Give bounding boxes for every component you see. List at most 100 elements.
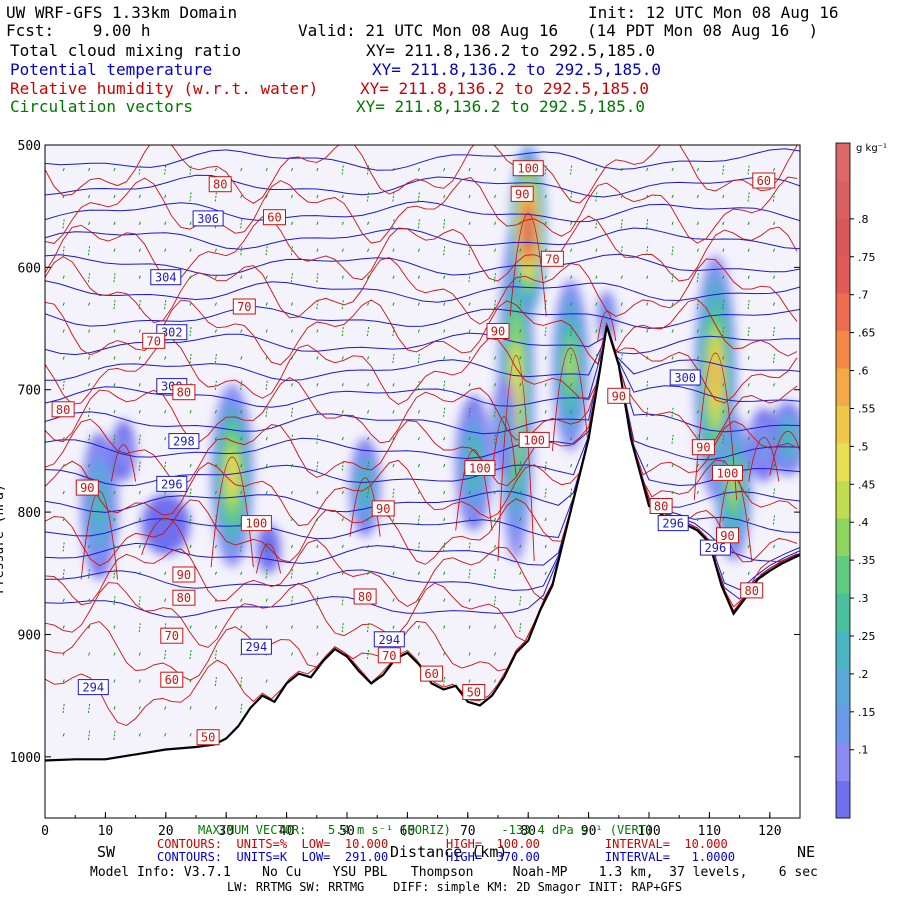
circulation-vector-200 xyxy=(290,302,294,306)
circulation-vector-508 xyxy=(772,302,776,306)
rh-label-11: 60 xyxy=(165,673,179,687)
y-tick-label-2: 700 xyxy=(18,384,41,399)
rh-label-4-box xyxy=(172,384,196,401)
circulation-vector-319 xyxy=(443,463,446,468)
circulation-vector-313 xyxy=(443,302,446,306)
x-tick-label-3: 30 xyxy=(218,824,234,839)
rh-label-20-box xyxy=(486,323,510,339)
y-axis-title: Pressure (hPa) xyxy=(0,484,7,594)
circulation-vector-335 xyxy=(468,356,471,360)
circulation-vector-367 xyxy=(493,679,497,683)
circulation-vector-174 xyxy=(240,702,243,713)
x-tick-label-1: 10 xyxy=(98,824,114,839)
circulation-vector-440 xyxy=(646,379,649,390)
circulation-vector-406 xyxy=(570,275,573,279)
circulation-vector-40 xyxy=(88,652,91,656)
circulation-vector-332 xyxy=(468,272,471,283)
circulation-vector-515 xyxy=(772,487,776,498)
rh-cloud-contour-8 xyxy=(509,213,547,317)
circulation-vector-179 xyxy=(265,275,268,279)
circulation-vector-404 xyxy=(570,221,573,225)
circulation-vector-441 xyxy=(646,406,649,417)
circulation-vector-499 xyxy=(747,487,750,498)
circulation-vector-194 xyxy=(265,679,268,683)
circulation-vector-489 xyxy=(747,221,750,225)
circulation-vector-57 xyxy=(113,517,116,522)
rh-label-22-box xyxy=(512,160,544,177)
circulation-vector-42 xyxy=(88,702,91,713)
circulation-vector-206 xyxy=(290,463,294,468)
circulation-vector-69 xyxy=(138,248,141,252)
circulation-vector-110 xyxy=(189,164,192,175)
circulation-vector-330 xyxy=(468,221,471,225)
circulation-vector-295 xyxy=(417,329,420,333)
theta-contour-11 xyxy=(45,351,800,461)
circulation-vector-401 xyxy=(544,571,547,575)
circulation-vector-424 xyxy=(620,167,623,172)
circulation-vector-435 xyxy=(646,245,649,256)
circulation-vector-160 xyxy=(240,329,243,333)
rh-label-19-box xyxy=(518,431,550,448)
circulation-vector-202 xyxy=(290,356,294,360)
circulation-vector-430 xyxy=(620,329,623,333)
circulation-vector-99 xyxy=(164,460,167,471)
circulation-vector-8 xyxy=(62,379,65,390)
circulation-vector-62 xyxy=(113,652,116,656)
circulation-vector-236 xyxy=(341,248,344,252)
circulation-vector-59 xyxy=(113,568,116,579)
rh-label-8-box xyxy=(172,566,196,583)
circulation-vector-220 xyxy=(316,329,319,333)
circulation-vector-235 xyxy=(341,221,344,225)
circulation-vector-35 xyxy=(88,517,91,522)
rh-label-7-box xyxy=(240,515,272,532)
circulation-vector-217 xyxy=(316,248,319,252)
circulation-vector-51 xyxy=(113,356,116,360)
circulation-vector-76 xyxy=(138,433,141,444)
terrain-fill xyxy=(45,326,800,818)
circulation-vector-311 xyxy=(443,245,446,256)
rh-contour-0 xyxy=(45,145,798,204)
circulation-vector-218 xyxy=(316,272,319,283)
circulation-vector-255 xyxy=(367,275,370,279)
circulation-vector-135 xyxy=(214,248,217,252)
x-tick-label-8: 80 xyxy=(520,824,536,839)
circulation-vector-362 xyxy=(493,544,497,549)
circulation-vector-256 xyxy=(367,302,370,306)
circulation-vector-516 xyxy=(772,514,776,525)
circulation-vector-487 xyxy=(747,164,750,175)
circulation-vector-73 xyxy=(138,356,141,360)
circulation-vector-461 xyxy=(696,272,699,283)
circulation-vector-292 xyxy=(417,248,420,252)
rh-label-22: 100 xyxy=(517,162,539,176)
circulation-vector-326 xyxy=(443,652,446,656)
circulation-vector-434 xyxy=(646,218,649,229)
circulation-vector-426 xyxy=(620,218,623,229)
circulation-vector-13 xyxy=(62,517,65,522)
circulation-vector-271 xyxy=(392,191,395,202)
right-end-label: NE xyxy=(797,843,816,861)
rh-label-14-box xyxy=(377,647,401,664)
rh-label-25: 90 xyxy=(696,441,710,455)
circulation-vector-407 xyxy=(570,302,573,306)
footer-model-info: Model Info: V3.7.1 No Cu YSU PBL Thompso… xyxy=(90,865,818,880)
rh-label-16-box xyxy=(462,684,486,700)
circulation-vector-454 xyxy=(671,433,674,444)
circulation-vector-166 xyxy=(240,490,243,495)
rh-label-6: 90 xyxy=(80,481,94,495)
colorbar-tick-label-7: .45 xyxy=(858,478,876,491)
circulation-vector-316 xyxy=(443,379,446,390)
rh-label-2-box xyxy=(232,298,256,315)
circulation-vector-171 xyxy=(240,625,243,629)
circulation-vector-381 xyxy=(519,517,522,522)
rh-label-20: 90 xyxy=(491,325,505,339)
circulation-vector-91 xyxy=(164,248,167,252)
circulation-vector-457 xyxy=(696,167,699,172)
circulation-vector-495 xyxy=(747,383,750,387)
circulation-vector-168 xyxy=(240,541,243,552)
circulation-vector-263 xyxy=(367,487,370,498)
circulation-vector-84 xyxy=(138,652,141,656)
circulation-vector-128 xyxy=(189,648,192,660)
circulation-vector-259 xyxy=(367,383,370,387)
circulation-vector-81 xyxy=(138,571,141,575)
circulation-vector-363 xyxy=(493,568,497,579)
